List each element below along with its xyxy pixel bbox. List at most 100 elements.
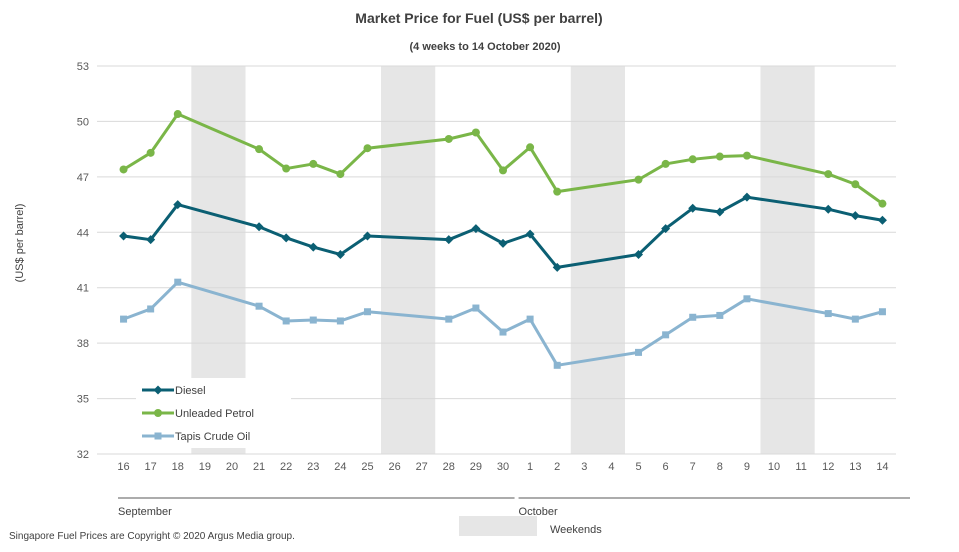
x-tick-label: 19 [199,461,211,473]
chart-subtitle: (4 weeks to 14 October 2020) [409,41,560,53]
legend-marker [153,385,163,395]
data-point [823,204,833,214]
y-tick-label: 35 [77,394,89,406]
data-point [499,328,507,336]
data-point [850,211,860,221]
weekends-key-swatch [459,516,537,536]
data-point [634,249,644,259]
x-tick-label: 11 [795,461,806,473]
data-point [661,224,671,234]
data-point [146,235,156,245]
x-tick-label: 28 [443,461,455,473]
data-point [688,203,698,213]
data-point [552,262,562,272]
data-point [498,238,508,248]
data-point [715,207,725,217]
data-point [335,249,345,259]
data-point [309,159,318,168]
x-tick-label: 14 [876,461,888,473]
data-point [119,231,129,241]
legend-label: Tapis Crude Oil [175,431,250,443]
y-tick-label: 38 [77,338,89,350]
data-point [472,304,480,312]
data-point [471,128,480,137]
data-point [255,302,263,310]
data-point [173,110,182,119]
chart-title: Market Price for Fuel (US$ per barrel) [355,10,602,26]
x-axis-ticks: 16 17 18 19 20 21 22 23 24 25 26 27 28 29 30 1 2 3 4 5 6 7 8 9 1… [117,461,888,473]
y-tick-label: 53 [77,61,89,73]
x-tick-label: 9 [744,461,750,473]
x-tick-label: 5 [635,461,641,473]
data-point [174,278,182,286]
x-tick-label: 6 [663,461,669,473]
data-point [281,233,291,243]
data-point [526,143,535,152]
data-point [336,317,344,325]
y-tick-label: 41 [77,283,89,295]
x-tick-label: 23 [307,461,319,473]
x-tick-label: 27 [416,461,428,473]
data-point [742,192,752,202]
x-tick-label: 7 [690,461,696,473]
x-tick-label: 2 [554,461,560,473]
data-point [824,310,832,318]
x-tick-label: 17 [145,461,157,473]
legend: Diesel Unleaded Petrol Tapis Crude Oil [136,378,291,448]
weekend-band-4 [760,66,815,454]
legend-marker [154,409,162,417]
data-point [824,170,833,179]
data-point [363,308,371,316]
data-point [553,361,561,369]
x-tick-label: 10 [768,461,780,473]
legend-label: Diesel [175,385,206,397]
x-tick-label: 24 [334,461,346,473]
data-point [254,222,264,232]
x-tick-label: 22 [280,461,292,473]
data-point [147,305,155,313]
x-tick-label: 4 [608,461,614,473]
x-tick-label: 12 [822,461,834,473]
copyright-notice: Singapore Fuel Prices are Copyright © 20… [9,531,295,542]
series-markers [119,110,887,369]
data-point [526,315,534,323]
data-point [878,199,887,208]
weekend-band-2 [381,66,436,454]
x-tick-label: 13 [849,461,861,473]
y-tick-label: 47 [77,172,89,184]
data-point [878,308,886,316]
data-point [553,187,562,196]
data-point [444,235,454,245]
data-point [309,316,317,324]
y-tick-label: 32 [77,449,89,461]
data-point [444,134,453,143]
data-point [688,155,697,164]
data-point [877,215,887,225]
data-point [362,231,372,241]
x-tick-label: 26 [388,461,400,473]
y-tick-label: 44 [77,227,89,239]
x-tick-label: 8 [717,461,723,473]
x-tick-label: 25 [361,461,373,473]
legend-marker [154,432,162,440]
x-tick-label: 30 [497,461,509,473]
month-label: October [519,506,558,518]
data-point [255,145,264,154]
data-point [851,315,859,323]
data-point [689,313,697,321]
data-point [471,224,481,234]
data-point [282,164,291,173]
data-point [662,331,670,339]
data-point [661,159,670,168]
data-point [634,175,643,184]
x-tick-label: 18 [172,461,184,473]
data-point [445,315,453,323]
data-point [120,315,128,323]
month-label: September [118,506,172,518]
data-point [173,200,183,210]
data-point [119,165,128,174]
y-axis-ticks: 32 35 38 41 44 47 50 53 [77,61,89,461]
month-axis: September October [118,497,910,518]
data-point [743,295,751,303]
